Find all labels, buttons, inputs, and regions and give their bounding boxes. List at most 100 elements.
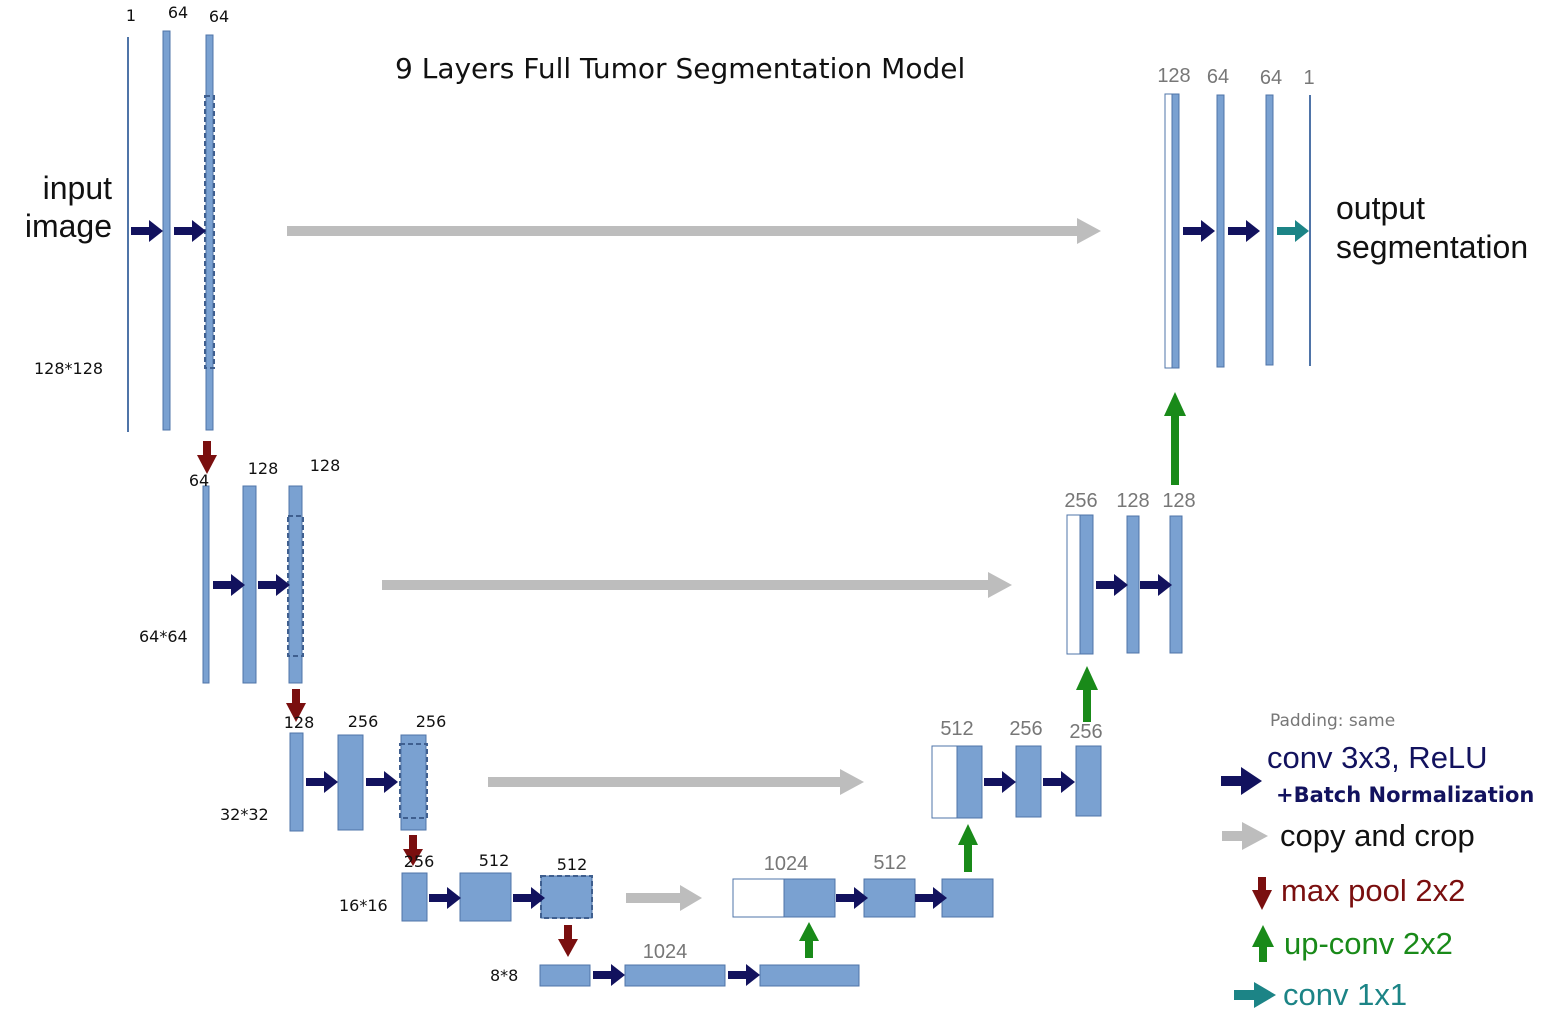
dec3-copied-block (931, 745, 958, 819)
channel-label: 64 (209, 7, 229, 26)
dec1-copied-block (1164, 93, 1173, 369)
dec4-upconv-block (783, 878, 836, 918)
bottleneck-input-block (539, 964, 591, 987)
channel-label: 128 (1162, 490, 1195, 512)
channel-label: 512 (873, 852, 906, 874)
legend-copy-arrow-icon (1222, 822, 1268, 850)
enc3-conv2-block (400, 734, 427, 831)
conv-arrow (1140, 574, 1172, 596)
pool-arrow-1 (197, 441, 217, 474)
copy-arrow-level1 (287, 218, 1101, 244)
enc1-crop-outline (204, 95, 215, 369)
legend-conv-label: conv 3x3, ReLU (1267, 740, 1488, 775)
input-label-line2: image (25, 208, 112, 244)
output-layer-block (1309, 95, 1311, 366)
upconv-arrow-1 (1164, 392, 1186, 485)
conv-arrow (1228, 220, 1260, 242)
dec2-conv1-block (1126, 515, 1140, 654)
input-label-line1: input (43, 170, 113, 206)
dec3-conv1-block (1015, 745, 1042, 818)
spatial-size-label: 32*32 (220, 805, 269, 824)
conv1x1-arrow (1277, 220, 1309, 242)
decoder-level2: 256 128 128 (1064, 490, 1196, 655)
legend-conv1x1-label: conv 1x1 (1283, 977, 1407, 1012)
enc2-conv1-block (242, 485, 257, 684)
encoder-level3: 128 256 256 32*32 (220, 712, 447, 832)
channel-label: 128 (1116, 490, 1149, 512)
diagram-title: 9 Layers Full Tumor Segmentation Model (395, 52, 965, 85)
enc3-crop-outline (399, 743, 428, 819)
conv-arrow (593, 964, 625, 986)
dec2-upconv-block (1079, 514, 1094, 655)
encoder-level4: 256 512 512 16*16 (339, 851, 593, 922)
legend-pool-label: max pool 2x2 (1281, 873, 1465, 908)
pool-arrow-2 (286, 689, 306, 722)
channel-label: 512 (479, 851, 510, 870)
decoder-level4: 1024 512 (732, 852, 994, 918)
conv-arrow (213, 574, 245, 596)
legend-upconv-label: up-conv 2x2 (1284, 926, 1453, 961)
encoder-level2: 64 128 128 64*64 (139, 456, 340, 684)
copy-arrow-level2 (382, 572, 1012, 598)
channel-label: 256 (348, 712, 379, 731)
conv-arrow (366, 771, 398, 793)
legend-copy-item: copy and crop (1222, 818, 1475, 853)
enc1-conv1-block (162, 30, 171, 431)
output-label-line2: segmentation (1336, 229, 1528, 265)
dec1-upconv-block (1171, 93, 1180, 369)
conv-arrow (836, 887, 868, 909)
legend-upconv-arrow-icon (1252, 925, 1274, 962)
legend: Padding: same conv 3x3, ReLU +Batch Norm… (1221, 711, 1534, 1012)
legend-conv-arrow-icon (1221, 767, 1262, 795)
legend-conv-item: conv 3x3, ReLU +Batch Normalization (1221, 740, 1534, 807)
legend-pool-arrow-icon (1252, 877, 1272, 910)
dec4-copied-block (732, 878, 785, 918)
encoder-level1: 1 64 64 128*128 (34, 3, 229, 432)
dec1-conv1-block (1216, 94, 1225, 368)
channel-label: 1024 (764, 853, 809, 875)
legend-upconv-item: up-conv 2x2 (1252, 925, 1453, 962)
legend-conv1x1-item: conv 1x1 (1234, 977, 1407, 1012)
channel-label: 128 (284, 713, 315, 732)
channel-label: 256 (416, 712, 447, 731)
upconv-arrow-2 (1076, 666, 1098, 722)
channel-label: 1 (1303, 67, 1314, 89)
conv-arrow (258, 574, 290, 596)
channel-label: 512 (940, 718, 973, 740)
decoder-level3: 512 256 256 (931, 718, 1103, 819)
enc2-input-block (202, 485, 210, 684)
dec4-conv1-block (863, 878, 916, 918)
spatial-size-label: 64*64 (139, 627, 188, 646)
channel-label: 1024 (643, 941, 688, 963)
channel-label: 1 (126, 6, 136, 25)
decoder-level1: 128 64 64 1 (1157, 65, 1315, 369)
channel-label: 256 (1064, 490, 1097, 512)
channel-label: 64 (1260, 67, 1282, 89)
conv-arrow (1096, 574, 1128, 596)
enc3-input-block (289, 732, 304, 832)
pool-arrow-4 (558, 925, 578, 957)
copy-arrow-level4 (626, 885, 702, 911)
conv-arrow (174, 220, 206, 242)
dec3-upconv-block (956, 745, 983, 819)
upconv-arrow-4 (799, 922, 819, 958)
channel-label: 64 (1207, 66, 1229, 88)
enc4-conv2-block (540, 875, 593, 919)
enc4-input-block (401, 872, 428, 922)
channel-label: 128 (248, 459, 279, 478)
conv-arrow (1183, 220, 1215, 242)
channel-label: 256 (1069, 721, 1102, 743)
conv-arrow (984, 771, 1016, 793)
spatial-size-label: 16*16 (339, 896, 388, 915)
dec2-copied-block (1066, 514, 1081, 655)
upconv-arrow-3 (958, 824, 978, 872)
spatial-size-label: 8*8 (490, 966, 518, 985)
conv-arrow (429, 887, 461, 909)
dec3-conv2-block (1075, 745, 1102, 817)
bottleneck: 1024 8*8 (490, 941, 860, 987)
channel-label: 512 (557, 855, 588, 874)
channel-label: 64 (168, 3, 188, 22)
conv-arrow (306, 771, 338, 793)
